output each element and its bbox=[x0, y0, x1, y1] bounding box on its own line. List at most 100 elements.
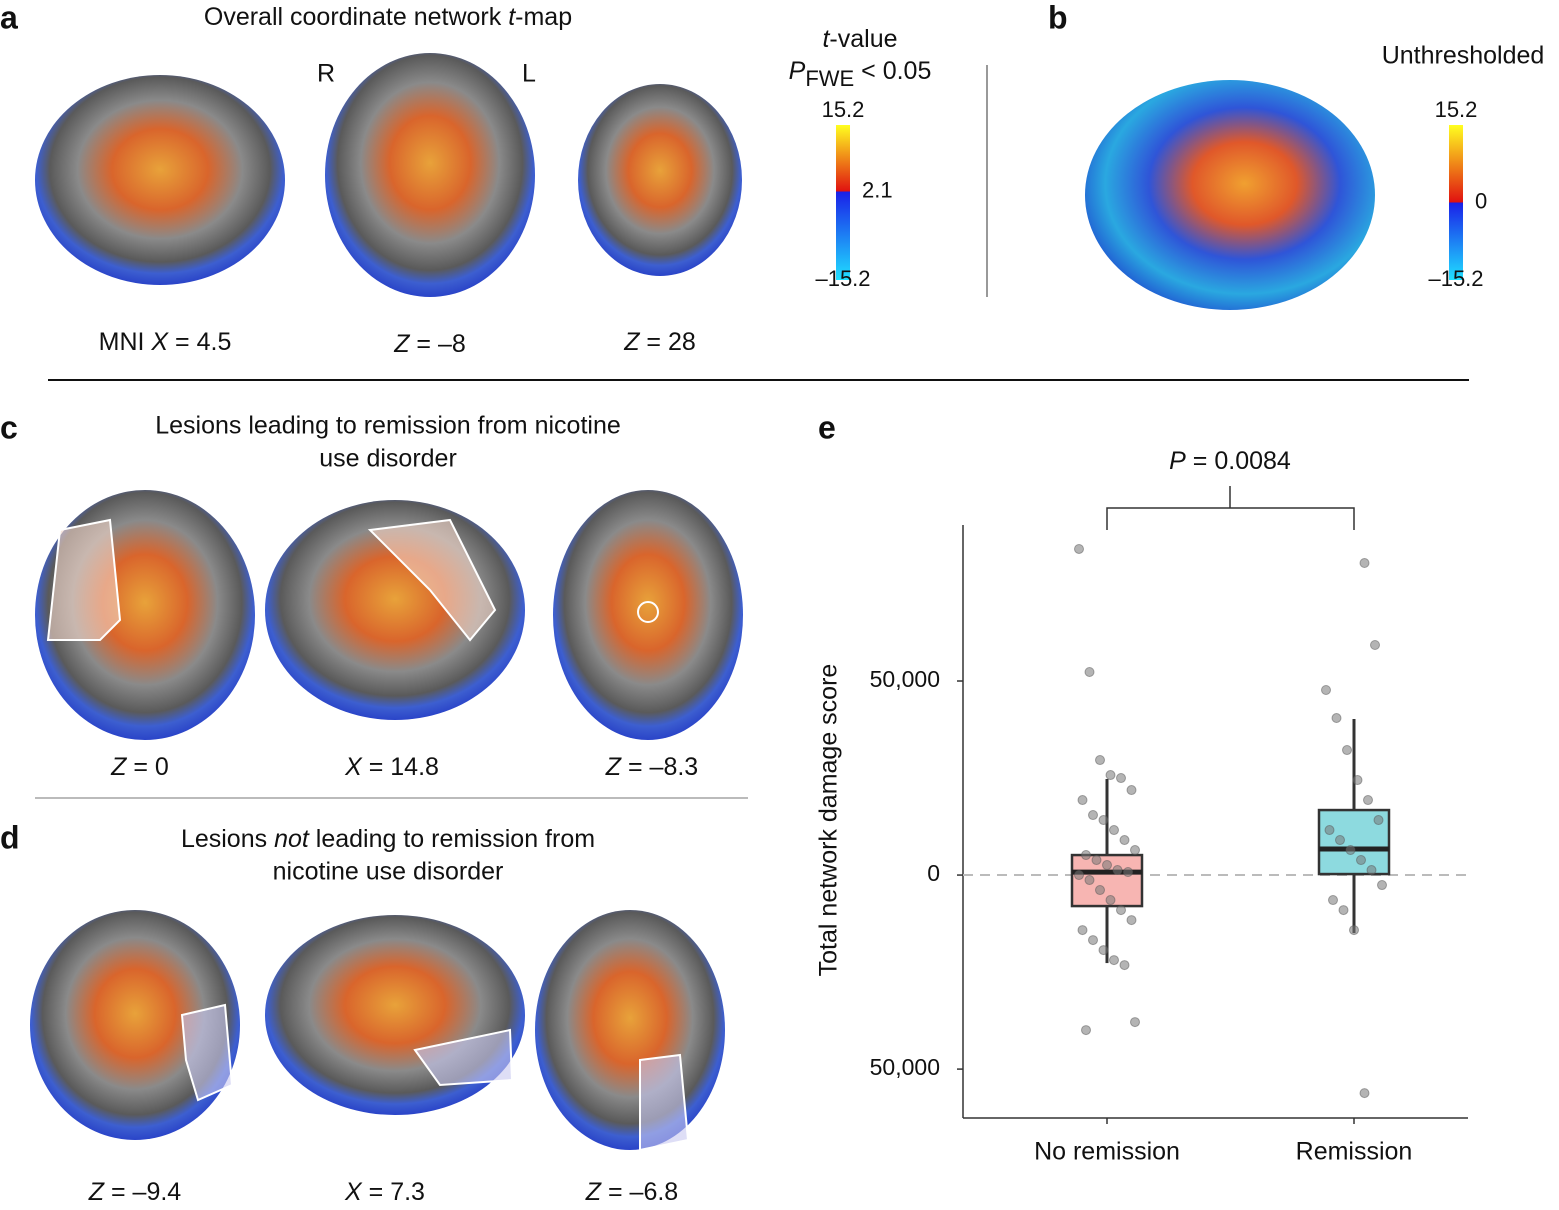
data-point bbox=[1081, 850, 1091, 861]
panel-title: Overall coordinate network t-map bbox=[204, 3, 572, 31]
colorbar-tick-label: 15.2 bbox=[1435, 97, 1478, 122]
slice-label-part: Z bbox=[605, 753, 622, 781]
data-point bbox=[1081, 1025, 1091, 1036]
annotation: P = 0.0084 bbox=[1169, 447, 1291, 475]
data-point bbox=[1377, 880, 1387, 891]
data-point bbox=[1352, 775, 1363, 786]
colorbar bbox=[1449, 125, 1463, 280]
lesion-outline bbox=[639, 1053, 690, 1152]
data-point bbox=[1109, 825, 1119, 836]
data-point bbox=[1130, 1017, 1140, 1028]
title-part: t bbox=[508, 3, 516, 31]
data-point bbox=[1084, 667, 1095, 678]
brain-render bbox=[1085, 80, 1375, 310]
brain-slice bbox=[535, 910, 725, 1150]
slice-label-part: X bbox=[344, 1178, 363, 1206]
data-point bbox=[1098, 815, 1109, 826]
data-point bbox=[1095, 885, 1105, 896]
colorbar-title: t-value bbox=[822, 25, 897, 53]
data-point bbox=[1370, 640, 1380, 651]
significance-bracket bbox=[1106, 486, 1355, 530]
brain-slice bbox=[553, 490, 743, 740]
data-point bbox=[1098, 945, 1109, 956]
colorbar-tick-label: –15.2 bbox=[815, 266, 870, 291]
data-point bbox=[1102, 860, 1112, 871]
slice-label: Z = –8.3 bbox=[605, 753, 698, 781]
title-part: -value bbox=[829, 25, 897, 53]
data-point bbox=[1074, 543, 1084, 554]
data-point bbox=[1123, 867, 1133, 878]
lesion-outline bbox=[413, 1028, 514, 1087]
data-point bbox=[1345, 845, 1356, 856]
slice-label-part: = 28 bbox=[639, 328, 695, 356]
panel-title: Lesions not leading to remission from bbox=[181, 825, 595, 853]
lesion-outline bbox=[637, 601, 659, 623]
data-point bbox=[1359, 557, 1370, 568]
x-tick-label: No remission bbox=[1034, 1138, 1180, 1166]
y-tick-label: 50,000 bbox=[870, 666, 940, 692]
slice-label: MNI X = 4.5 bbox=[99, 328, 232, 356]
data-point bbox=[1338, 905, 1349, 916]
data-point bbox=[1359, 1088, 1370, 1099]
slice-label-part: = –8 bbox=[409, 330, 465, 358]
slice-label: Z = –8 bbox=[393, 330, 466, 358]
panel-title: Unthresholded bbox=[1382, 42, 1545, 70]
data-point bbox=[1321, 685, 1331, 696]
slice-label-part: = 7.3 bbox=[362, 1178, 425, 1206]
panel-label: e bbox=[818, 409, 836, 445]
slice-label-part: X bbox=[150, 328, 169, 356]
data-point bbox=[1074, 870, 1084, 881]
annotation-part: = 0.0084 bbox=[1186, 447, 1291, 475]
brain-slice bbox=[30, 910, 240, 1140]
annotation-part: P bbox=[1169, 447, 1186, 475]
colorbar-tick-label: –15.2 bbox=[1428, 266, 1483, 291]
data-point bbox=[1324, 825, 1335, 836]
data-point bbox=[1112, 865, 1123, 876]
brain-slice bbox=[578, 84, 742, 276]
title-part: not bbox=[274, 825, 310, 853]
slice-label: X = 14.8 bbox=[344, 753, 439, 781]
data-point bbox=[1088, 810, 1098, 821]
slice-label-part: = –9.4 bbox=[104, 1178, 181, 1206]
slice-label-part: Z bbox=[585, 1178, 602, 1206]
data-point bbox=[1119, 835, 1130, 846]
data-point bbox=[1331, 713, 1342, 724]
slice-label-part: = 0 bbox=[126, 753, 168, 781]
brain-slice bbox=[265, 915, 525, 1115]
panel-label: d bbox=[0, 819, 20, 855]
data-point bbox=[1116, 773, 1126, 784]
data-point bbox=[1130, 845, 1140, 856]
data-point bbox=[1116, 905, 1126, 916]
slice-label-part: = 14.8 bbox=[362, 753, 439, 781]
orientation-label: R bbox=[317, 60, 335, 88]
slice-label-part: = –6.8 bbox=[601, 1178, 678, 1206]
data-point bbox=[1335, 835, 1345, 846]
title-part: P bbox=[789, 57, 806, 85]
data-point bbox=[1366, 865, 1377, 876]
slice-label-part: Z bbox=[110, 753, 127, 781]
slice-label-part: Z bbox=[88, 1178, 105, 1206]
panel-title: nicotine use disorder bbox=[273, 858, 504, 886]
panel-title: use disorder bbox=[319, 445, 457, 473]
slice-label-part: Z bbox=[393, 330, 410, 358]
y-tick-label: 50,000 bbox=[870, 1054, 940, 1080]
data-point bbox=[1084, 875, 1095, 886]
data-point bbox=[1126, 915, 1137, 926]
data-point bbox=[1105, 770, 1116, 781]
brain-slice bbox=[35, 75, 285, 285]
brain-slice bbox=[325, 53, 535, 297]
colorbar bbox=[836, 125, 850, 280]
data-point bbox=[1119, 960, 1130, 971]
title-part: Lesions bbox=[181, 825, 274, 853]
slice-label-part: MNI bbox=[99, 328, 152, 356]
data-point bbox=[1126, 785, 1137, 796]
title-part: leading to remission from bbox=[309, 825, 595, 853]
y-axis-label: Total network damage score bbox=[815, 664, 843, 977]
title-part: Overall coordinate network bbox=[204, 3, 508, 31]
colorbar-tick-label: 0 bbox=[1475, 188, 1487, 213]
title-part: -map bbox=[515, 3, 572, 31]
data-point bbox=[1328, 895, 1338, 906]
lesion-outline bbox=[180, 1003, 234, 1102]
slice-label: Z = –9.4 bbox=[88, 1178, 182, 1206]
